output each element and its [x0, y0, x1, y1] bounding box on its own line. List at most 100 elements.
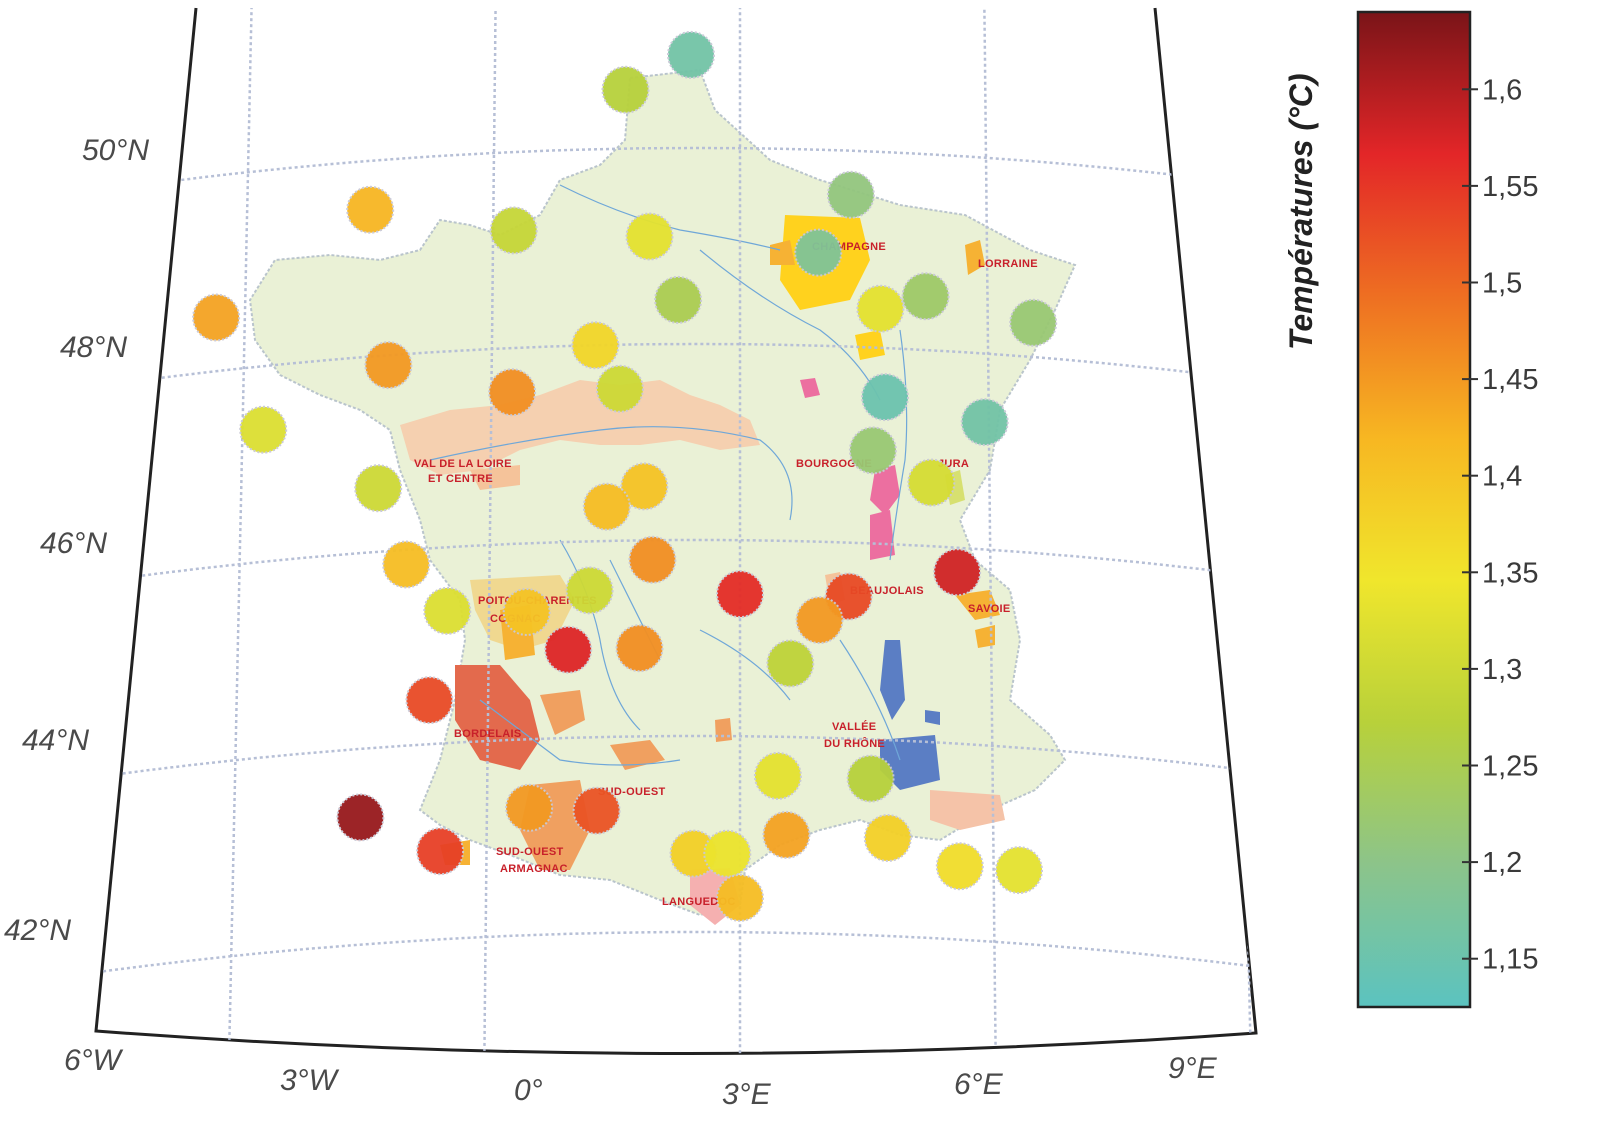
colorbar-title: Températures (°C) — [1283, 73, 1319, 350]
lat-label-44n: 44°N — [22, 724, 89, 757]
station-dot — [960, 398, 1009, 447]
colorbar-tick-label: 1,55 — [1482, 171, 1538, 203]
station-dot — [572, 786, 621, 835]
station-dot — [488, 368, 537, 417]
label-savoie: SAVOIE — [968, 603, 1011, 615]
station-dot — [544, 625, 593, 674]
station-dot — [502, 588, 551, 636]
region-savoie-area — [955, 590, 1000, 620]
label-loire: VAL DE LA LOIRE — [414, 458, 512, 470]
station-dot — [405, 676, 454, 725]
label-loire-2: ET CENTRE — [428, 473, 493, 485]
station-dot — [505, 783, 554, 832]
colorbar-tick-label: 1,35 — [1482, 557, 1538, 589]
rivers — [429, 184, 908, 766]
region-sudouest-area-3 — [610, 740, 665, 770]
station-dot — [571, 321, 620, 370]
lon-label-0: 0° — [514, 1074, 543, 1107]
region-sudouest-area-1 — [540, 690, 585, 735]
lon-label-6w: 6°W — [64, 1044, 124, 1077]
lon-label-3w: 3°W — [280, 1064, 340, 1097]
parallel-line — [96, 930, 1256, 1022]
station-dot — [628, 535, 677, 584]
region-rhone-blue-3 — [925, 710, 940, 725]
station-dot — [565, 566, 614, 615]
colorbar-ticks: 1,6 1,55 1,5 1,45 1,4 1,35 1,3 1,25 1,2 1,15 — [1462, 74, 1538, 976]
station-dot — [615, 624, 664, 673]
station-dot — [620, 462, 669, 511]
meridian-line — [226, 8, 254, 1054]
lon-label-3e: 3°E — [722, 1078, 772, 1111]
station-dot — [336, 793, 385, 842]
region-loire-area-2 — [470, 465, 520, 490]
colorbar-gradient — [1356, 10, 1472, 1009]
lon-labels: 6°W 3°W 0° 3°E 6°E 9°E — [64, 1044, 1218, 1111]
region-sudouest-area-4 — [715, 718, 732, 742]
station-dot — [861, 373, 909, 422]
station-dot — [703, 829, 752, 878]
station-dot — [856, 284, 905, 333]
station-markers — [192, 30, 1058, 922]
meridian-line — [982, 8, 998, 1054]
region-bourgogne-pink-2 — [870, 465, 900, 515]
parallel-line — [96, 538, 1256, 630]
parallel-line — [96, 342, 1256, 434]
station-dot — [601, 65, 650, 114]
station-dot — [766, 639, 815, 688]
station-dot — [794, 228, 843, 277]
station-dot — [846, 754, 895, 803]
station-dot — [933, 548, 982, 597]
label-armagnac: ARMAGNAC — [500, 863, 568, 875]
station-dot — [716, 873, 764, 922]
station-dot — [795, 596, 844, 645]
lat-label-42n: 42°N — [4, 914, 71, 947]
station-dot — [863, 814, 912, 862]
station-dot — [762, 810, 811, 859]
station-dot — [995, 846, 1043, 895]
colorbar-tick-label: 1,2 — [1482, 847, 1522, 879]
region-bourgogne-pink-1 — [800, 378, 820, 398]
colorbar-tick-label: 1,3 — [1482, 654, 1522, 686]
station-dot — [364, 341, 413, 390]
meridian-line — [482, 8, 498, 1054]
station-dot — [423, 586, 472, 635]
station-dot — [753, 751, 802, 800]
lon-label-9e: 9°E — [1168, 1052, 1218, 1085]
lat-label-46n: 46°N — [40, 527, 107, 560]
colorbar-tick-label: 1,45 — [1482, 364, 1538, 396]
station-dot — [239, 405, 288, 454]
station-dot — [346, 185, 395, 234]
station-dot — [826, 170, 875, 219]
colorbar: 1,6 1,55 1,5 1,45 1,4 1,35 1,3 1,25 1,2 1,15 Temp… — [1283, 10, 1538, 1009]
label-sudouest-2: SUD-OUEST — [496, 846, 563, 858]
meridian-line — [0, 10, 8, 1137]
station-dot — [595, 364, 644, 413]
station-dot — [354, 464, 403, 513]
colorbar-tick-label: 1,5 — [1482, 267, 1522, 299]
station-dot — [582, 482, 631, 531]
colorbar-tick-label: 1,25 — [1482, 750, 1538, 782]
station-dot — [382, 540, 431, 589]
label-languedoc: LANGUEDOC — [662, 896, 736, 908]
lat-labels: 50°N 48°N 46°N 44°N 42°N — [4, 134, 149, 947]
station-dot — [625, 212, 674, 261]
station-dot — [416, 827, 465, 876]
region-bordelais-area — [455, 665, 540, 770]
region-lorraine-area — [965, 240, 985, 275]
label-rhone-2: DU RHÔNE — [824, 737, 885, 750]
lon-label-6e: 6°E — [954, 1068, 1004, 1101]
label-rhone-1: VALLÉE — [832, 720, 876, 733]
colorbar-tick-label: 1,4 — [1482, 461, 1522, 493]
station-dot — [1009, 298, 1058, 347]
region-champagne-area-2 — [770, 240, 795, 265]
station-dot — [848, 426, 897, 475]
station-dot — [667, 30, 715, 79]
region-bourgogne-pink-3 — [870, 510, 895, 560]
parallel-line — [96, 734, 1256, 826]
station-dot — [192, 293, 241, 342]
colorbar-tick-label: 1,15 — [1482, 944, 1538, 976]
region-rhone-blue-2 — [880, 735, 940, 790]
region-rhone-blue-1 — [880, 640, 905, 720]
